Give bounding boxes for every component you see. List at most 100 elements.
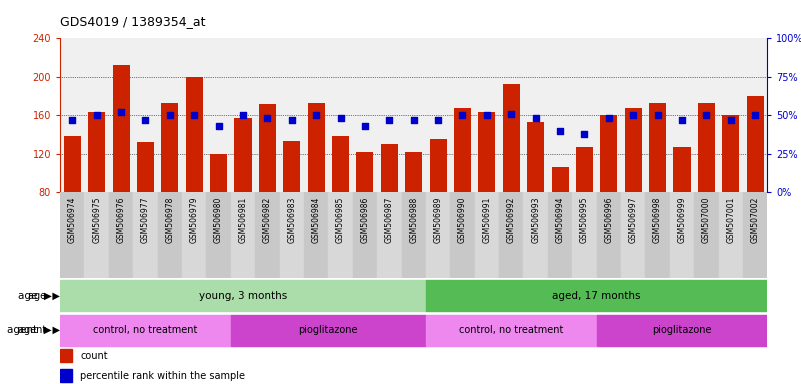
Bar (401, 192, 426, 278)
Bar (280, 192, 304, 278)
Text: age  ▶: age ▶ (28, 291, 60, 301)
Bar (552, 167, 569, 192)
Bar (60, 192, 84, 278)
Bar (475, 192, 499, 278)
Point (553, 127, 566, 134)
Bar (352, 192, 377, 278)
Text: GSM506993: GSM506993 (531, 196, 540, 243)
Bar (625, 108, 642, 192)
Point (432, 117, 445, 123)
Bar (426, 315, 597, 346)
Text: GSM506999: GSM506999 (678, 196, 686, 243)
Text: GSM506987: GSM506987 (384, 196, 394, 243)
Point (66, 117, 78, 123)
Bar (112, 65, 130, 192)
Bar (207, 192, 231, 278)
Bar (597, 315, 767, 346)
Point (163, 112, 176, 118)
Bar (210, 154, 227, 192)
Text: GSM506997: GSM506997 (629, 196, 638, 243)
Bar (576, 147, 593, 192)
Text: GDS4019 / 1389354_at: GDS4019 / 1389354_at (60, 15, 206, 28)
Bar (308, 103, 324, 192)
Bar (674, 147, 690, 192)
Text: young, 3 months: young, 3 months (199, 291, 287, 301)
Text: GSM506996: GSM506996 (604, 196, 614, 243)
Bar (158, 192, 182, 278)
Text: GSM506989: GSM506989 (433, 196, 443, 243)
Text: GSM506980: GSM506980 (214, 196, 223, 243)
Point (602, 115, 615, 121)
Point (505, 111, 517, 117)
Text: GSM506978: GSM506978 (165, 196, 175, 243)
Point (139, 117, 152, 123)
Bar (426, 192, 450, 278)
Text: agent  ▶: agent ▶ (18, 325, 60, 335)
Bar (377, 192, 401, 278)
Bar (572, 192, 597, 278)
Bar (64, 136, 81, 192)
Text: count: count (80, 351, 107, 361)
Bar (256, 192, 280, 278)
Bar (698, 103, 715, 192)
Text: GSM506982: GSM506982 (263, 196, 272, 243)
Text: GSM506976: GSM506976 (117, 196, 126, 243)
Point (724, 117, 737, 123)
Point (700, 112, 713, 118)
Bar (259, 104, 276, 192)
Text: GSM506981: GSM506981 (239, 196, 248, 243)
Bar (600, 115, 618, 192)
Bar (670, 192, 694, 278)
Text: GSM507001: GSM507001 (727, 196, 735, 243)
Bar (133, 192, 158, 278)
Bar (723, 115, 739, 192)
Point (675, 117, 688, 123)
Point (261, 115, 274, 121)
Bar (649, 103, 666, 192)
Text: GSM506995: GSM506995 (580, 196, 589, 243)
Point (627, 112, 640, 118)
Bar (597, 192, 621, 278)
Point (749, 112, 762, 118)
Bar (499, 192, 524, 278)
Bar (621, 192, 646, 278)
Bar (182, 192, 207, 278)
Text: control, no treatment: control, no treatment (93, 325, 198, 335)
Bar (503, 84, 520, 192)
Point (529, 115, 542, 121)
Point (334, 115, 347, 121)
Text: GSM506990: GSM506990 (458, 196, 467, 243)
Text: GSM507000: GSM507000 (702, 196, 710, 243)
Bar (426, 280, 767, 311)
Point (310, 112, 323, 118)
Bar (548, 192, 572, 278)
Text: GSM506992: GSM506992 (507, 196, 516, 243)
Text: GSM506998: GSM506998 (653, 196, 662, 243)
Point (481, 112, 493, 118)
Text: GSM506974: GSM506974 (68, 196, 77, 243)
Bar (109, 192, 133, 278)
Bar (356, 152, 373, 192)
Text: pioglitazone: pioglitazone (652, 325, 712, 335)
Bar (743, 192, 767, 278)
Bar (231, 315, 426, 346)
Text: GSM506979: GSM506979 (190, 196, 199, 243)
Bar (524, 192, 548, 278)
Text: control, no treatment: control, no treatment (459, 325, 563, 335)
Bar (88, 112, 105, 192)
Text: age  ▶: age ▶ (18, 291, 52, 301)
Bar (527, 122, 544, 192)
Bar (284, 141, 300, 192)
Point (456, 112, 469, 118)
Bar (60, 369, 72, 382)
Point (578, 131, 591, 137)
Bar (694, 192, 718, 278)
Bar (161, 103, 179, 192)
Bar (747, 96, 763, 192)
Point (115, 109, 127, 115)
Bar (304, 192, 328, 278)
Bar (137, 142, 154, 192)
Bar (231, 192, 256, 278)
Point (236, 112, 249, 118)
Point (187, 112, 200, 118)
